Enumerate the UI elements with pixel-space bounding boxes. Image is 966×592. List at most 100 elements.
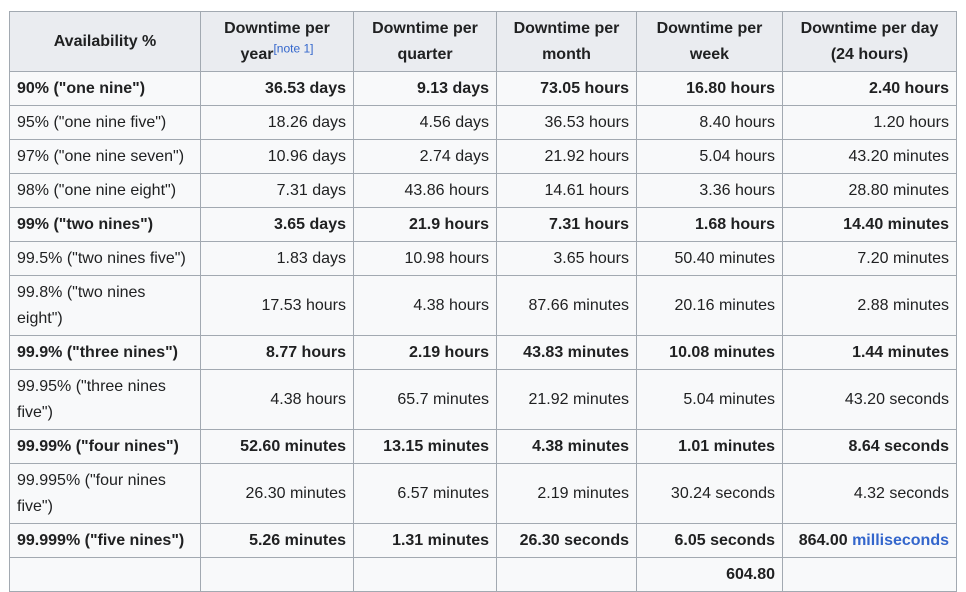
month-cell: 87.66 minutes xyxy=(496,275,637,336)
day-cell: 1.20 hours xyxy=(782,105,957,140)
quarter-cell xyxy=(353,557,497,592)
year-cell: 4.38 hours xyxy=(200,369,354,430)
year-cell: 17.53 hours xyxy=(200,275,354,336)
week-cell: 6.05 seconds xyxy=(636,523,783,558)
month-cell: 73.05 hours xyxy=(496,71,637,106)
year-cell: 1.83 days xyxy=(200,241,354,276)
week-cell: 5.04 hours xyxy=(636,139,783,174)
day-cell: 8.64 seconds xyxy=(782,429,957,464)
day-cell: 43.20 seconds xyxy=(782,369,957,430)
table-row: 99.995% ("four nines five") 26.30 minute… xyxy=(9,463,957,524)
availability-cell: 99.8% ("two nines eight") xyxy=(9,275,201,336)
day-cell xyxy=(782,557,957,592)
quarter-cell: 43.86 hours xyxy=(353,173,497,208)
day-cell: 7.20 minutes xyxy=(782,241,957,276)
week-cell: 3.36 hours xyxy=(636,173,783,208)
quarter-cell: 6.57 minutes xyxy=(353,463,497,524)
year-cell: 10.96 days xyxy=(200,139,354,174)
day-value: 864.00 xyxy=(798,531,848,549)
quarter-cell: 4.38 hours xyxy=(353,275,497,336)
milliseconds-link[interactable]: milliseconds xyxy=(852,531,949,549)
quarter-cell: 13.15 minutes xyxy=(353,429,497,464)
availability-cell: 99.95% ("three nines five") xyxy=(9,369,201,430)
table-row: 99.5% ("two nines five") 1.83 days 10.98… xyxy=(9,241,957,276)
day-cell: 1.44 minutes xyxy=(782,335,957,370)
table-row: 604.80 xyxy=(9,557,957,592)
table-row: 99.999% ("five nines") 5.26 minutes 1.31… xyxy=(9,523,957,558)
quarter-cell: 65.7 minutes xyxy=(353,369,497,430)
month-cell: 14.61 hours xyxy=(496,173,637,208)
quarter-cell: 1.31 minutes xyxy=(353,523,497,558)
year-cell: 7.31 days xyxy=(200,173,354,208)
availability-cell xyxy=(9,557,201,592)
header-day[interactable]: Downtime per day (24 hours) xyxy=(782,11,957,72)
day-cell: 2.40 hours xyxy=(782,71,957,106)
day-cell: 864.00 milliseconds xyxy=(782,523,957,558)
year-cell: 3.65 days xyxy=(200,207,354,242)
note-1-reference[interactable]: [note 1] xyxy=(273,41,314,56)
quarter-cell: 2.74 days xyxy=(353,139,497,174)
week-cell: 16.80 hours xyxy=(636,71,783,106)
week-cell: 30.24 seconds xyxy=(636,463,783,524)
quarter-cell: 21.9 hours xyxy=(353,207,497,242)
week-cell: 10.08 minutes xyxy=(636,335,783,370)
month-cell: 7.31 hours xyxy=(496,207,637,242)
month-cell: 26.30 seconds xyxy=(496,523,637,558)
availability-table: Availability % Downtime per year[note 1]… xyxy=(9,11,957,592)
day-cell: 4.32 seconds xyxy=(782,463,957,524)
month-cell: 3.65 hours xyxy=(496,241,637,276)
month-cell xyxy=(496,557,637,592)
availability-cell: 98% ("one nine eight") xyxy=(9,173,201,208)
year-cell: 26.30 minutes xyxy=(200,463,354,524)
availability-cell: 99.995% ("four nines five") xyxy=(9,463,201,524)
week-cell: 1.68 hours xyxy=(636,207,783,242)
table-row: 97% ("one nine seven") 10.96 days 2.74 d… xyxy=(9,139,957,174)
header-row: Availability % Downtime per year[note 1]… xyxy=(9,11,957,72)
month-cell: 4.38 minutes xyxy=(496,429,637,464)
year-cell: 5.26 minutes xyxy=(200,523,354,558)
availability-cell: 90% ("one nine") xyxy=(9,71,201,106)
month-cell: 2.19 minutes xyxy=(496,463,637,524)
year-cell: 52.60 minutes xyxy=(200,429,354,464)
table-row: 99% ("two nines") 3.65 days 21.9 hours 7… xyxy=(9,207,957,242)
header-quarter[interactable]: Downtime per quarter xyxy=(353,11,497,72)
week-cell: 8.40 hours xyxy=(636,105,783,140)
day-cell: 43.20 minutes xyxy=(782,139,957,174)
year-cell: 36.53 days xyxy=(200,71,354,106)
table-row: 99.8% ("two nines eight") 17.53 hours 4.… xyxy=(9,275,957,336)
day-cell: 28.80 minutes xyxy=(782,173,957,208)
header-week[interactable]: Downtime per week xyxy=(636,11,783,72)
week-cell: 604.80 xyxy=(636,557,783,592)
availability-cell: 99.99% ("four nines") xyxy=(9,429,201,464)
table-row: 99.95% ("three nines five") 4.38 hours 6… xyxy=(9,369,957,430)
year-cell: 18.26 days xyxy=(200,105,354,140)
month-cell: 43.83 minutes xyxy=(496,335,637,370)
year-cell xyxy=(200,557,354,592)
header-year-label: Downtime per year xyxy=(224,19,330,63)
table-row: 95% ("one nine five") 18.26 days 4.56 da… xyxy=(9,105,957,140)
table-row: 98% ("one nine eight") 7.31 days 43.86 h… xyxy=(9,173,957,208)
availability-cell: 97% ("one nine seven") xyxy=(9,139,201,174)
availability-cell: 95% ("one nine five") xyxy=(9,105,201,140)
header-year[interactable]: Downtime per year[note 1] xyxy=(200,11,354,72)
header-month[interactable]: Downtime per month xyxy=(496,11,637,72)
availability-cell: 99% ("two nines") xyxy=(9,207,201,242)
quarter-cell: 10.98 hours xyxy=(353,241,497,276)
quarter-cell: 4.56 days xyxy=(353,105,497,140)
availability-cell: 99.999% ("five nines") xyxy=(9,523,201,558)
quarter-cell: 2.19 hours xyxy=(353,335,497,370)
availability-cell: 99.5% ("two nines five") xyxy=(9,241,201,276)
day-cell: 14.40 minutes xyxy=(782,207,957,242)
week-cell: 1.01 minutes xyxy=(636,429,783,464)
week-cell: 5.04 minutes xyxy=(636,369,783,430)
day-cell: 2.88 minutes xyxy=(782,275,957,336)
header-availability[interactable]: Availability % xyxy=(9,11,201,72)
table-row: 90% ("one nine") 36.53 days 9.13 days 73… xyxy=(9,71,957,106)
year-cell: 8.77 hours xyxy=(200,335,354,370)
table-row: 99.99% ("four nines") 52.60 minutes 13.1… xyxy=(9,429,957,464)
week-cell: 50.40 minutes xyxy=(636,241,783,276)
table-row: 99.9% ("three nines") 8.77 hours 2.19 ho… xyxy=(9,335,957,370)
month-cell: 36.53 hours xyxy=(496,105,637,140)
quarter-cell: 9.13 days xyxy=(353,71,497,106)
month-cell: 21.92 hours xyxy=(496,139,637,174)
